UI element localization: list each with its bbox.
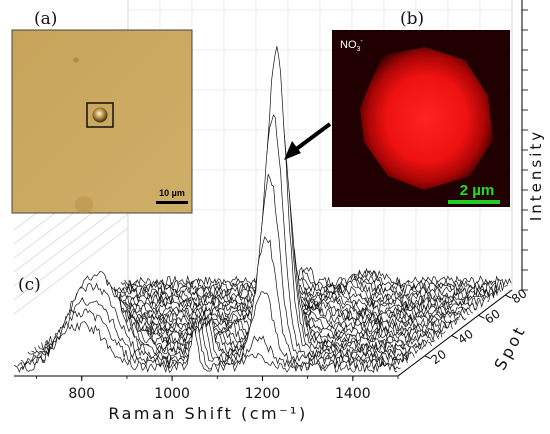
panel-b-letter: (b) bbox=[400, 9, 424, 29]
inset-a-micrograph: 10 µm bbox=[11, 29, 193, 214]
droplet bbox=[92, 107, 108, 123]
axes bbox=[14, 0, 528, 381]
y-axis-line bbox=[397, 289, 513, 377]
spectrum-line bbox=[13, 321, 398, 374]
spectrum-line bbox=[17, 308, 401, 371]
y-tick bbox=[478, 314, 485, 319]
x-tick-label: 800 bbox=[68, 386, 95, 402]
spectrum-fill bbox=[103, 282, 488, 309]
panel-c-letter: (c) bbox=[18, 275, 41, 295]
ion-label: NO3- bbox=[340, 38, 363, 53]
panel-a-letter: (a) bbox=[34, 9, 57, 29]
x-tick-label: 1200 bbox=[245, 386, 281, 402]
scale-bar-b bbox=[448, 200, 500, 204]
inset-b-fluorescence: NO3- 2 µm bbox=[332, 30, 510, 207]
x-tick-label: 1400 bbox=[335, 386, 371, 402]
z-axis-label: Intensity bbox=[527, 129, 545, 221]
x-tick-label: 1000 bbox=[154, 386, 190, 402]
spectrum-line bbox=[110, 278, 495, 301]
spectrum-fill bbox=[124, 270, 509, 293]
x-tick-labels: 800 1000 1200 1400 bbox=[68, 386, 370, 402]
x-axis-label: Raman Shift (cm⁻¹) bbox=[108, 404, 307, 423]
scale-bar-b-label: 2 µm bbox=[460, 182, 495, 199]
y-tick bbox=[424, 355, 432, 360]
y-tick bbox=[451, 335, 458, 339]
side-grid-line bbox=[13, 199, 129, 287]
side-grid-line bbox=[13, 227, 129, 315]
y-tick bbox=[505, 294, 512, 299]
spectrum-line bbox=[20, 291, 405, 368]
spectrum-fill bbox=[24, 236, 409, 369]
scale-bar-a-label: 10 µm bbox=[159, 188, 185, 198]
droplet-selection-box bbox=[86, 102, 114, 128]
pointer-arrow bbox=[284, 122, 332, 160]
spectra-traces bbox=[13, 46, 512, 376]
y-axis-label: Spot bbox=[490, 322, 529, 374]
red-droplet bbox=[360, 47, 493, 190]
scale-bar-a bbox=[156, 201, 188, 204]
spectrum-fill bbox=[27, 174, 412, 366]
spectrum-fill bbox=[14, 321, 398, 376]
side-grid-line bbox=[13, 213, 129, 301]
